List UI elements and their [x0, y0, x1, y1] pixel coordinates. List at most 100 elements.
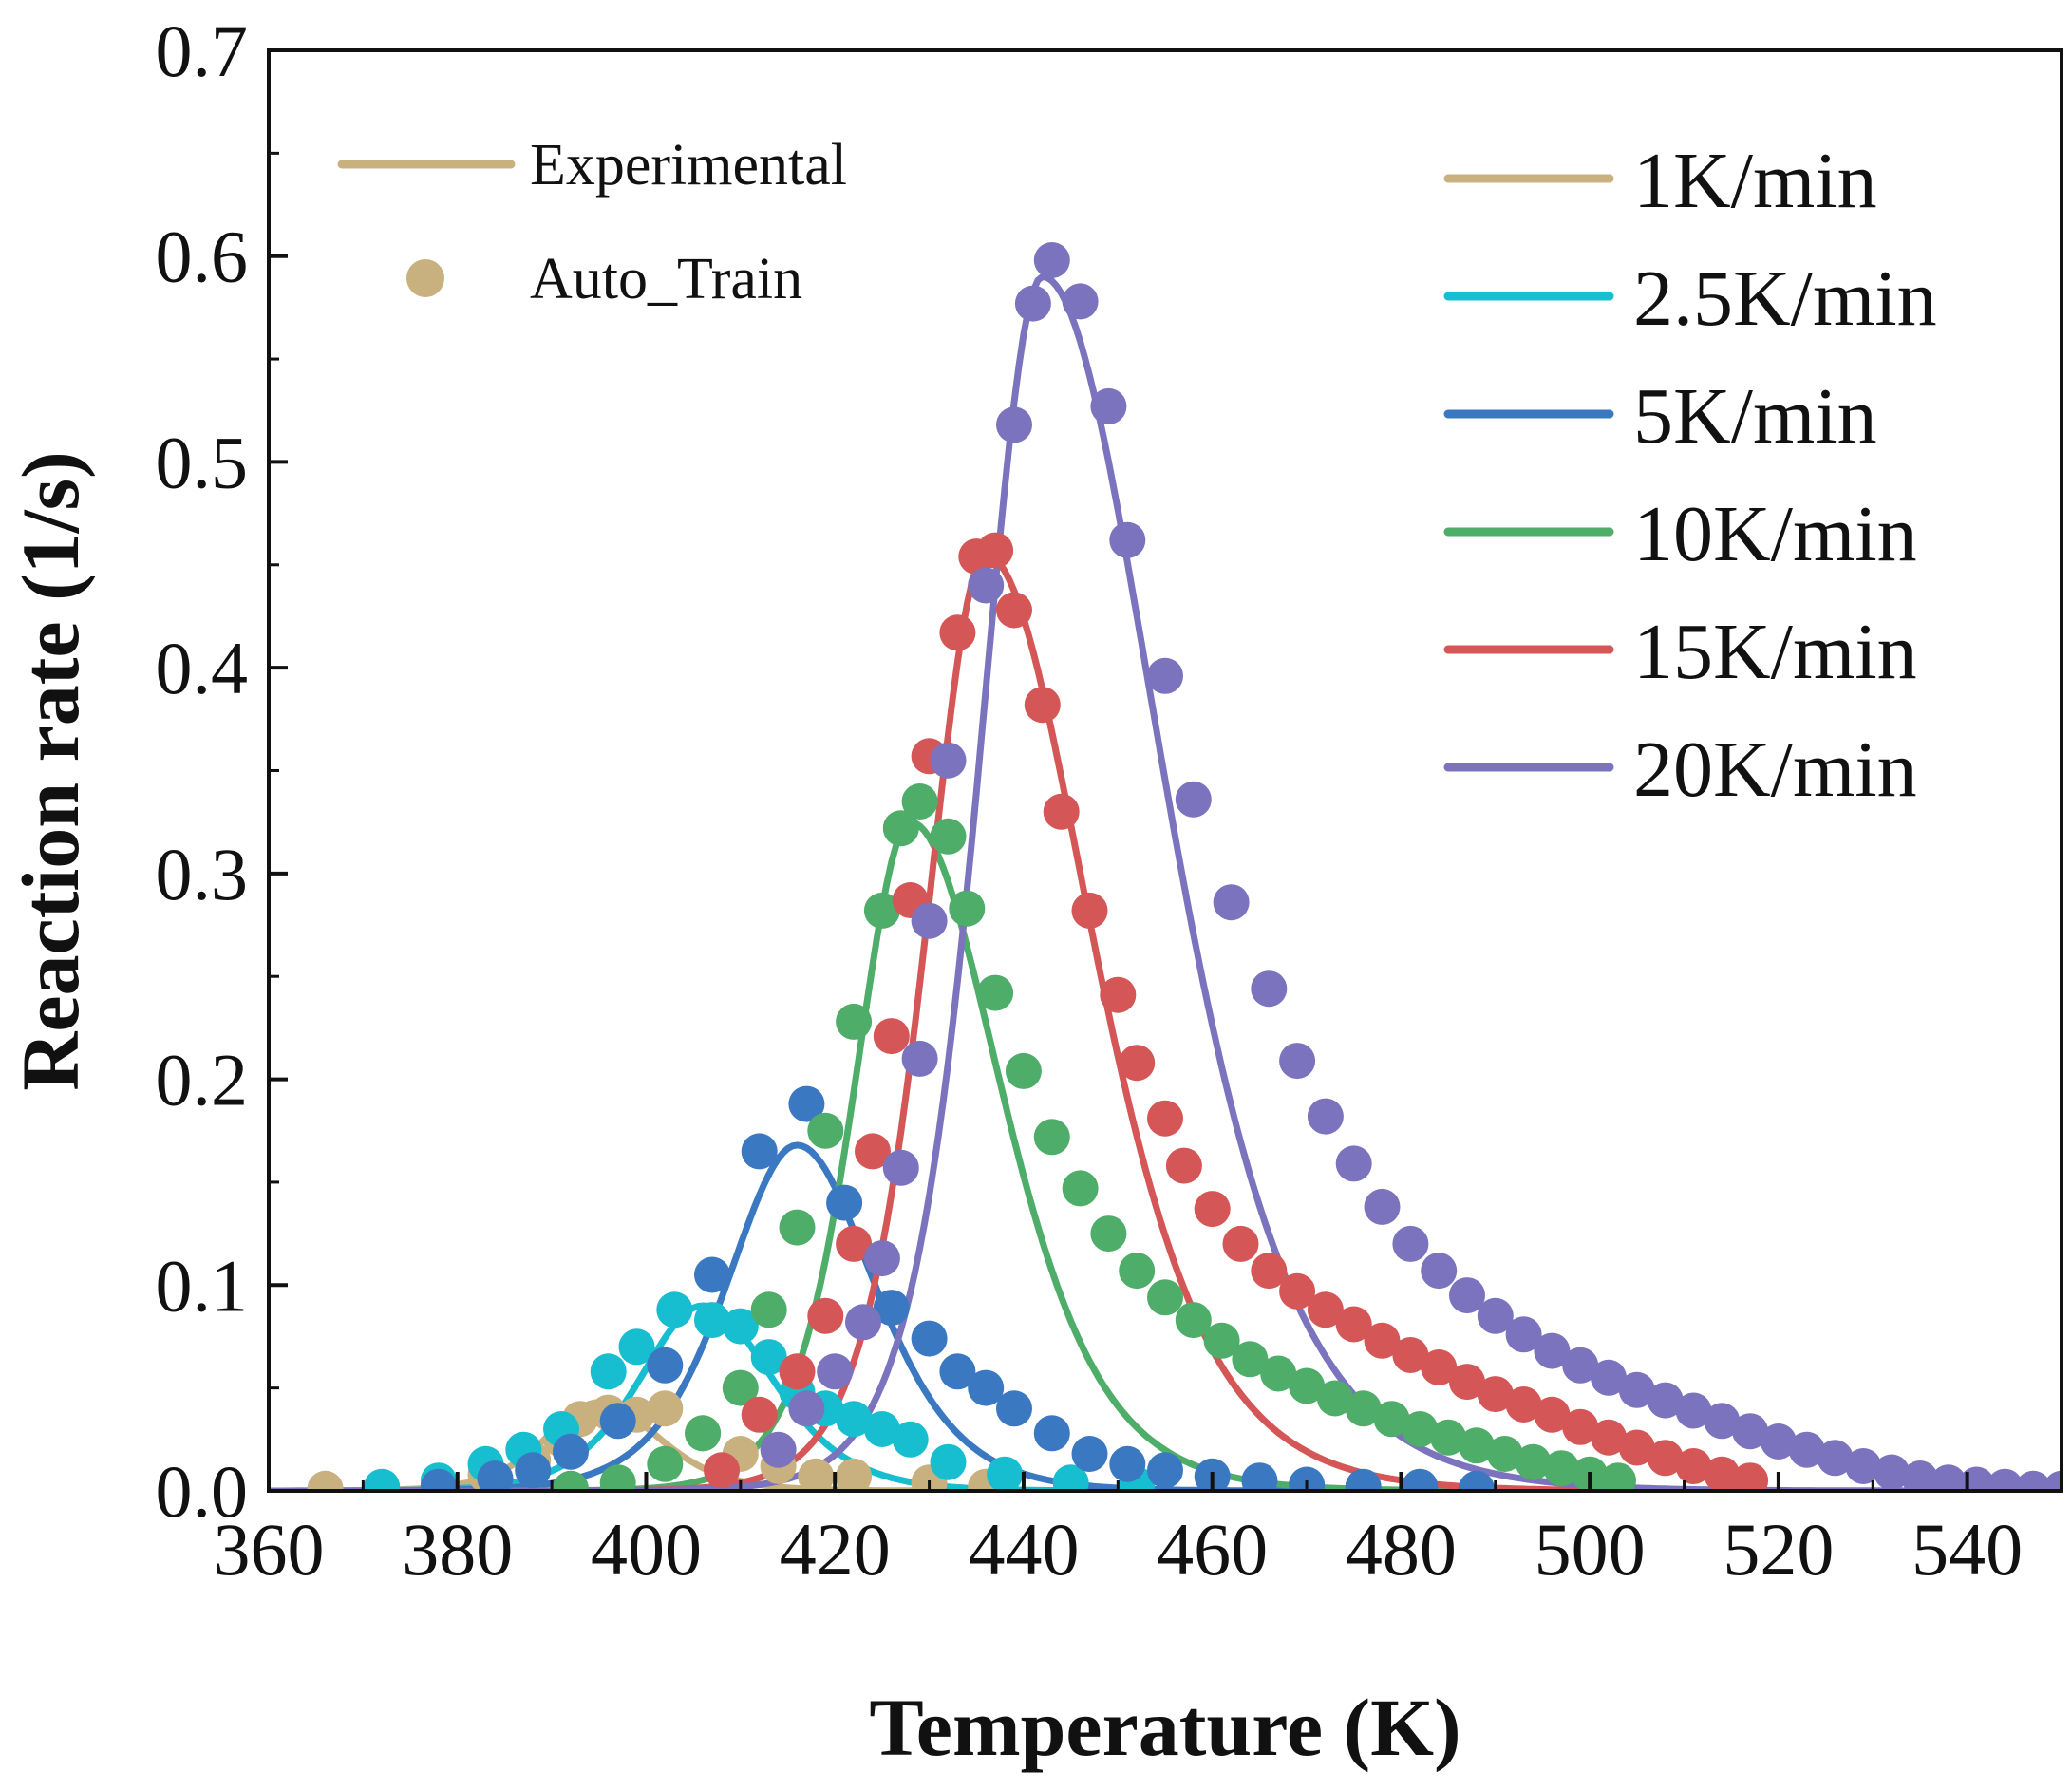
x-tick-label: 400 — [591, 1508, 702, 1591]
data-point — [1033, 242, 1070, 278]
legend-label: 5K/min — [1633, 372, 1877, 461]
data-point — [1600, 1462, 1636, 1491]
data-point — [1052, 1464, 1089, 1491]
data-point — [863, 892, 900, 929]
data-point — [760, 1431, 797, 1468]
data-point — [968, 1369, 1005, 1406]
data-point — [656, 1291, 693, 1328]
data-point — [1817, 1440, 1854, 1477]
x-tick-label: 520 — [1723, 1508, 1834, 1591]
data-point — [836, 1458, 873, 1491]
data-point — [1477, 1376, 1514, 1413]
data-point — [1505, 1386, 1542, 1423]
legend-label: 10K/min — [1633, 490, 1917, 578]
y-tick-label: 0.0 — [156, 1450, 249, 1533]
data-point — [1505, 1316, 1542, 1353]
data-point — [1874, 1454, 1911, 1491]
y-tick-label: 0.2 — [156, 1039, 249, 1121]
data-point — [750, 1339, 787, 1376]
data-point — [1987, 1468, 2024, 1491]
y-tick-label: 0.6 — [156, 216, 249, 298]
data-point — [911, 1320, 948, 1357]
data-point — [1486, 1436, 1523, 1472]
data-point — [1760, 1423, 1797, 1460]
data-point — [1147, 1100, 1183, 1137]
y-axis-title: Reaction rate (1/s) — [5, 451, 96, 1090]
data-point — [1458, 1427, 1495, 1464]
data-point — [977, 532, 1014, 569]
data-point — [1222, 1225, 1259, 1262]
data-point — [1241, 1462, 1278, 1491]
x-tick-label: 360 — [214, 1508, 325, 1591]
data-point — [1591, 1419, 1627, 1456]
data-point — [1119, 1045, 1156, 1082]
data-point — [1175, 1302, 1212, 1339]
data-point — [882, 1149, 919, 1186]
y-tick-label: 0.3 — [156, 833, 249, 915]
data-point — [1562, 1408, 1599, 1445]
data-point — [807, 1112, 844, 1149]
auto-train-legend-label: Auto_Train — [530, 247, 802, 311]
data-point — [1373, 1401, 1410, 1438]
data-point — [1071, 892, 1108, 929]
data-point — [1175, 781, 1212, 818]
data-point — [1232, 1341, 1269, 1378]
data-point — [1335, 1306, 1372, 1343]
data-point — [553, 1470, 589, 1491]
series-legend: 1K/min 2.5K/min 5K/min 10K/min 15K/min 20K/mi… — [1443, 137, 1937, 814]
legend-label: 15K/min — [1633, 608, 1917, 696]
data-point — [1618, 1371, 1655, 1408]
data-point — [996, 592, 1032, 629]
data-point — [1203, 1322, 1240, 1359]
data-point — [855, 1133, 891, 1170]
data-point — [420, 1468, 457, 1491]
data-point — [1033, 1415, 1070, 1452]
data-point — [996, 406, 1032, 443]
data-point — [1704, 1456, 1741, 1491]
data-point — [930, 818, 967, 855]
data-point — [1402, 1411, 1439, 1447]
data-point — [1024, 687, 1061, 724]
auto-train-legend-marker — [406, 259, 444, 297]
y-axis-ticks: 0.0 0.1 0.2 0.3 0.4 0.5 0.6 0.7 — [156, 9, 288, 1533]
data-point — [1005, 1052, 1042, 1089]
data-point — [1392, 1337, 1429, 1373]
y-tick-label: 0.7 — [156, 9, 249, 92]
legend-label: 1K/min — [1633, 137, 1877, 225]
x-tick-label: 500 — [1535, 1508, 1646, 1591]
data-point — [1090, 387, 1127, 424]
data-point — [590, 1353, 627, 1390]
data-point — [694, 1302, 730, 1339]
data-point — [599, 1464, 636, 1491]
data-point — [722, 1369, 759, 1406]
data-point — [647, 1445, 684, 1482]
data-point — [1930, 1464, 1967, 1491]
data-point — [1704, 1403, 1741, 1440]
data-point — [1260, 1355, 1297, 1392]
x-axis-title: Temperature (K) — [869, 1682, 1460, 1773]
data-point — [1147, 657, 1183, 694]
data-point — [750, 1291, 787, 1328]
data-point — [892, 1421, 929, 1458]
x-tick-label: 540 — [1912, 1508, 2023, 1591]
data-point — [618, 1328, 655, 1366]
data-point — [1430, 1419, 1467, 1456]
data-point — [930, 1443, 967, 1480]
data-point — [2044, 1470, 2062, 1491]
x-axis-ticks: 360 380 400 420 440 460 480 500 520 540 — [214, 1472, 2023, 1591]
data-point — [1788, 1431, 1825, 1468]
data-point — [1109, 521, 1146, 558]
data-point — [364, 1468, 401, 1491]
data-point — [1279, 1043, 1316, 1080]
data-point — [1364, 1188, 1401, 1225]
data-point — [1147, 1452, 1183, 1489]
data-point — [1062, 1170, 1099, 1207]
experimental-legend-label: Experimental — [530, 133, 847, 198]
data-point — [1345, 1468, 1382, 1491]
data-point — [515, 1452, 552, 1489]
data-point — [1119, 1253, 1156, 1290]
data-point — [845, 1304, 881, 1341]
data-point — [1335, 1145, 1372, 1182]
data-point — [477, 1460, 514, 1491]
